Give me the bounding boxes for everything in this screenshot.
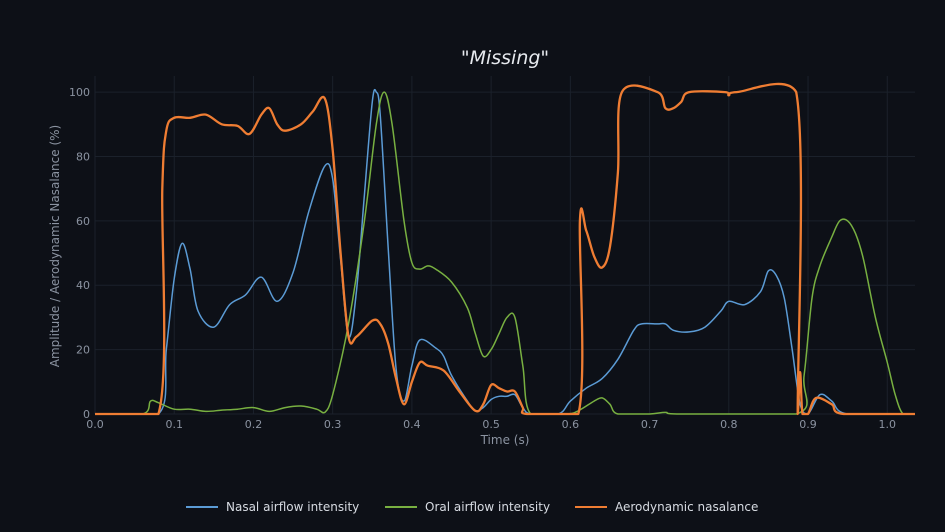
x-axis-label: Time (s) xyxy=(480,433,530,447)
y-tick-label: 20 xyxy=(76,344,90,357)
x-tick-label: 0.0 xyxy=(86,418,104,431)
y-tick-label: 0 xyxy=(83,408,90,421)
x-tick-label: 0.8 xyxy=(720,418,738,431)
x-tick-label: 0.4 xyxy=(403,418,421,431)
legend: Nasal airflow intensity Oral airflow inte… xyxy=(186,500,758,514)
legend-item-aerodynamic-nasalance: Aerodynamic nasalance xyxy=(575,500,758,514)
legend-label: Oral airflow intensity xyxy=(425,500,550,514)
legend-item-oral-airflow-intensity: Oral airflow intensity xyxy=(385,500,550,514)
y-tick-label: 100 xyxy=(69,86,90,99)
x-tick-label: 0.3 xyxy=(324,418,342,431)
y-axis-label: Amplitude / Aerodynamic Nasalance (%) xyxy=(48,125,62,367)
x-tick-label: 0.5 xyxy=(482,418,500,431)
x-tick-label: 0.7 xyxy=(641,418,659,431)
chart-title: "Missing" xyxy=(461,47,549,69)
series-line-aerodynamic-nasalance xyxy=(94,82,915,416)
x-tick-label: 0.2 xyxy=(245,418,263,431)
x-tick-label: 0.6 xyxy=(562,418,580,431)
series-line-oral-airflow-intensity xyxy=(94,91,915,415)
series-lines xyxy=(94,82,915,416)
y-tick-label: 60 xyxy=(76,215,90,228)
axes: 0.0 0.1 0.2 0.3 0.4 0.5 0.6 0.7 0.8 0.9 1.0 0 20 40 60… xyxy=(69,86,896,431)
legend-label: Nasal airflow intensity xyxy=(226,500,359,514)
legend-item-nasal-airflow-intensity: Nasal airflow intensity xyxy=(186,500,359,514)
y-tick-label: 40 xyxy=(76,279,90,292)
x-tick-label: 0.1 xyxy=(165,418,183,431)
legend-label: Aerodynamic nasalance xyxy=(615,500,758,514)
x-tick-label: 1.0 xyxy=(879,418,897,431)
grid xyxy=(94,76,915,415)
x-tick-label: 0.9 xyxy=(799,418,817,431)
y-tick-label: 80 xyxy=(76,150,90,163)
